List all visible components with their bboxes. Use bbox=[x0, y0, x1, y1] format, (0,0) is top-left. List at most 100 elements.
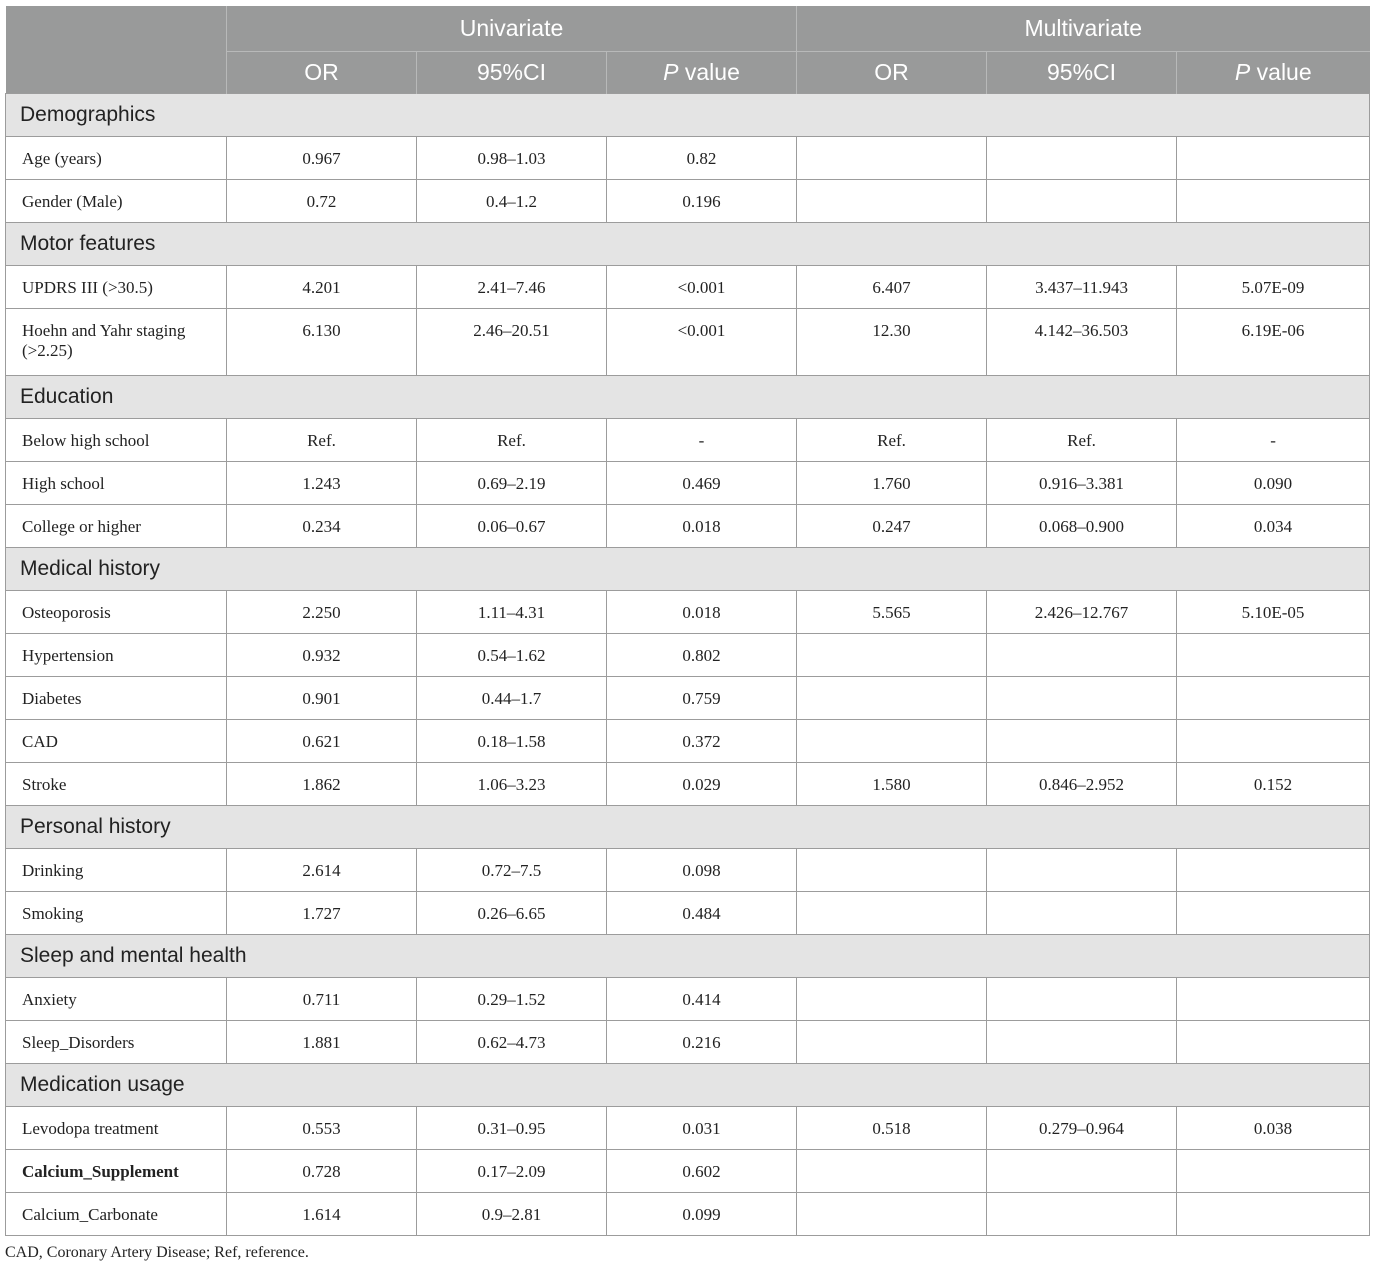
multivariate-ci-cell bbox=[986, 976, 1178, 1021]
univariate-p-cell: 0.216 bbox=[605, 1019, 798, 1064]
multivariate-ci-cell bbox=[986, 890, 1178, 935]
row-label: Diabetes bbox=[5, 675, 227, 720]
section-motor-features: Motor features bbox=[4, 221, 1371, 266]
univariate-or-cell: 0.967 bbox=[226, 135, 417, 180]
table-row: Below high school Ref. Ref. - Ref. Ref. - bbox=[5, 417, 1371, 462]
multivariate-ci-cell: 0.068–0.900 bbox=[986, 503, 1178, 548]
table-row: UPDRS III (>30.5) 4.201 2.41–7.46 <0.001 6.4… bbox=[5, 264, 1371, 309]
univariate-or-cell: 1.727 bbox=[226, 890, 417, 935]
univariate-p-cell: 0.802 bbox=[605, 632, 798, 677]
multivariate-ci-cell: 2.426–12.767 bbox=[986, 589, 1178, 634]
multivariate-or-cell bbox=[796, 675, 988, 720]
multivariate-ci-cell: 0.916–3.381 bbox=[986, 460, 1178, 505]
row-label: CAD bbox=[5, 718, 227, 763]
table-row: Hypertension 0.932 0.54–1.62 0.802 bbox=[5, 632, 1371, 677]
univariate-ci-cell: 0.26–6.65 bbox=[416, 890, 607, 935]
multivariate-ci-cell: Ref. bbox=[986, 417, 1178, 462]
row-label: Drinking bbox=[5, 847, 227, 892]
header-univariate: Univariate bbox=[225, 6, 797, 52]
multivariate-ci-cell bbox=[986, 135, 1178, 180]
univariate-or-cell: Ref. bbox=[226, 417, 417, 462]
multivariate-p-cell bbox=[1176, 135, 1371, 180]
univariate-ci-cell: 0.44–1.7 bbox=[416, 675, 607, 720]
multivariate-p-cell: 0.034 bbox=[1176, 503, 1371, 548]
regression-table: Univariate Multivariate OR 95%CI P value… bbox=[4, 6, 1371, 1236]
univariate-or-cell: 0.711 bbox=[226, 976, 417, 1021]
univariate-p-cell: 0.372 bbox=[605, 718, 798, 763]
table-row: Diabetes 0.901 0.44–1.7 0.759 bbox=[5, 675, 1371, 720]
univariate-ci-cell: 0.29–1.52 bbox=[416, 976, 607, 1021]
multivariate-or-cell bbox=[796, 976, 988, 1021]
multivariate-ci-cell bbox=[986, 178, 1178, 223]
multivariate-or-cell: 1.580 bbox=[796, 761, 988, 806]
univariate-or-cell: 2.250 bbox=[226, 589, 417, 634]
section-sleep-mental-health: Sleep and mental health bbox=[4, 933, 1371, 978]
row-label: Hypertension bbox=[5, 632, 227, 677]
univariate-or-cell: 2.614 bbox=[226, 847, 417, 892]
multivariate-ci-cell: 3.437–11.943 bbox=[986, 264, 1178, 309]
univariate-ci-cell: 0.31–0.95 bbox=[416, 1105, 607, 1150]
univariate-p-cell: 0.099 bbox=[605, 1191, 798, 1236]
multivariate-or-cell bbox=[796, 135, 988, 180]
univariate-or-cell: 4.201 bbox=[226, 264, 417, 309]
table-row: Drinking 2.614 0.72–7.5 0.098 bbox=[5, 847, 1371, 892]
row-label: Smoking bbox=[5, 890, 227, 935]
multivariate-or-cell: Ref. bbox=[796, 417, 988, 462]
multivariate-p-cell: 0.090 bbox=[1176, 460, 1371, 505]
univariate-p-cell: 0.098 bbox=[605, 847, 798, 892]
univariate-or-cell: 0.553 bbox=[226, 1105, 417, 1150]
multivariate-or-cell: 0.518 bbox=[796, 1105, 988, 1150]
univariate-ci-cell: Ref. bbox=[416, 417, 607, 462]
multivariate-or-cell: 12.30 bbox=[796, 307, 988, 376]
row-label: College or higher bbox=[5, 503, 227, 548]
multivariate-or-cell bbox=[796, 718, 988, 763]
univariate-p-cell: - bbox=[605, 417, 798, 462]
multivariate-p-cell: 5.10E-05 bbox=[1176, 589, 1371, 634]
section-education: Education bbox=[4, 374, 1371, 419]
multivariate-p-cell: 0.038 bbox=[1176, 1105, 1371, 1150]
table-row: College or higher 0.234 0.06–0.67 0.018 0.24… bbox=[5, 503, 1371, 548]
row-label: Osteoporosis bbox=[5, 589, 227, 634]
table-row: Calcium_Carbonate 1.614 0.9–2.81 0.099 bbox=[5, 1191, 1371, 1236]
univariate-ci-cell: 0.69–2.19 bbox=[416, 460, 607, 505]
table-row: Anxiety 0.711 0.29–1.52 0.414 bbox=[5, 976, 1371, 1021]
table-row: Levodopa treatment 0.553 0.31–0.95 0.031 0.5… bbox=[5, 1105, 1371, 1150]
multivariate-ci-cell: 4.142–36.503 bbox=[986, 307, 1178, 376]
multivariate-p-cell bbox=[1176, 675, 1371, 720]
univariate-ci-cell: 0.62–4.73 bbox=[416, 1019, 607, 1064]
univariate-ci-cell: 0.18–1.58 bbox=[416, 718, 607, 763]
multivariate-or-cell bbox=[796, 1148, 988, 1193]
header-blank bbox=[5, 6, 227, 93]
univariate-ci-cell: 0.4–1.2 bbox=[416, 178, 607, 223]
univariate-or-cell: 0.234 bbox=[226, 503, 417, 548]
univariate-or-cell: 1.243 bbox=[226, 460, 417, 505]
multivariate-or-cell bbox=[796, 847, 988, 892]
univariate-p-cell: 0.018 bbox=[605, 503, 798, 548]
multivariate-p-cell bbox=[1176, 976, 1371, 1021]
univariate-ci-cell: 1.06–3.23 bbox=[416, 761, 607, 806]
multivariate-or-cell bbox=[796, 1191, 988, 1236]
table-row: Calcium_Supplement 0.728 0.17–2.09 0.602 bbox=[5, 1148, 1371, 1193]
multivariate-or-cell bbox=[796, 178, 988, 223]
multivariate-or-cell bbox=[796, 632, 988, 677]
row-label: UPDRS III (>30.5) bbox=[5, 264, 227, 309]
univariate-ci-cell: 0.9–2.81 bbox=[416, 1191, 607, 1236]
multivariate-p-cell bbox=[1176, 178, 1371, 223]
multivariate-p-cell bbox=[1176, 890, 1371, 935]
table-row: CAD 0.621 0.18–1.58 0.372 bbox=[5, 718, 1371, 763]
row-label: Levodopa treatment bbox=[5, 1105, 227, 1150]
univariate-p-cell: 0.82 bbox=[605, 135, 798, 180]
multivariate-or-cell: 1.760 bbox=[796, 460, 988, 505]
row-label: Anxiety bbox=[5, 976, 227, 1021]
table-row: Age (years) 0.967 0.98–1.03 0.82 bbox=[5, 135, 1371, 180]
univariate-or-cell: 0.621 bbox=[226, 718, 417, 763]
multivariate-ci-cell bbox=[986, 1148, 1178, 1193]
univariate-ci-cell: 0.54–1.62 bbox=[416, 632, 607, 677]
table-row: Osteoporosis 2.250 1.11–4.31 0.018 5.565 2.42… bbox=[5, 589, 1371, 634]
univariate-p-cell: 0.759 bbox=[605, 675, 798, 720]
univariate-p-cell: 0.469 bbox=[605, 460, 798, 505]
multivariate-p-cell: 6.19E-06 bbox=[1176, 307, 1371, 376]
univariate-p-cell: 0.018 bbox=[605, 589, 798, 634]
table-footnote: CAD, Coronary Artery Disease; Ref, refer… bbox=[5, 1244, 309, 1261]
univariate-ci-cell: 2.41–7.46 bbox=[416, 264, 607, 309]
